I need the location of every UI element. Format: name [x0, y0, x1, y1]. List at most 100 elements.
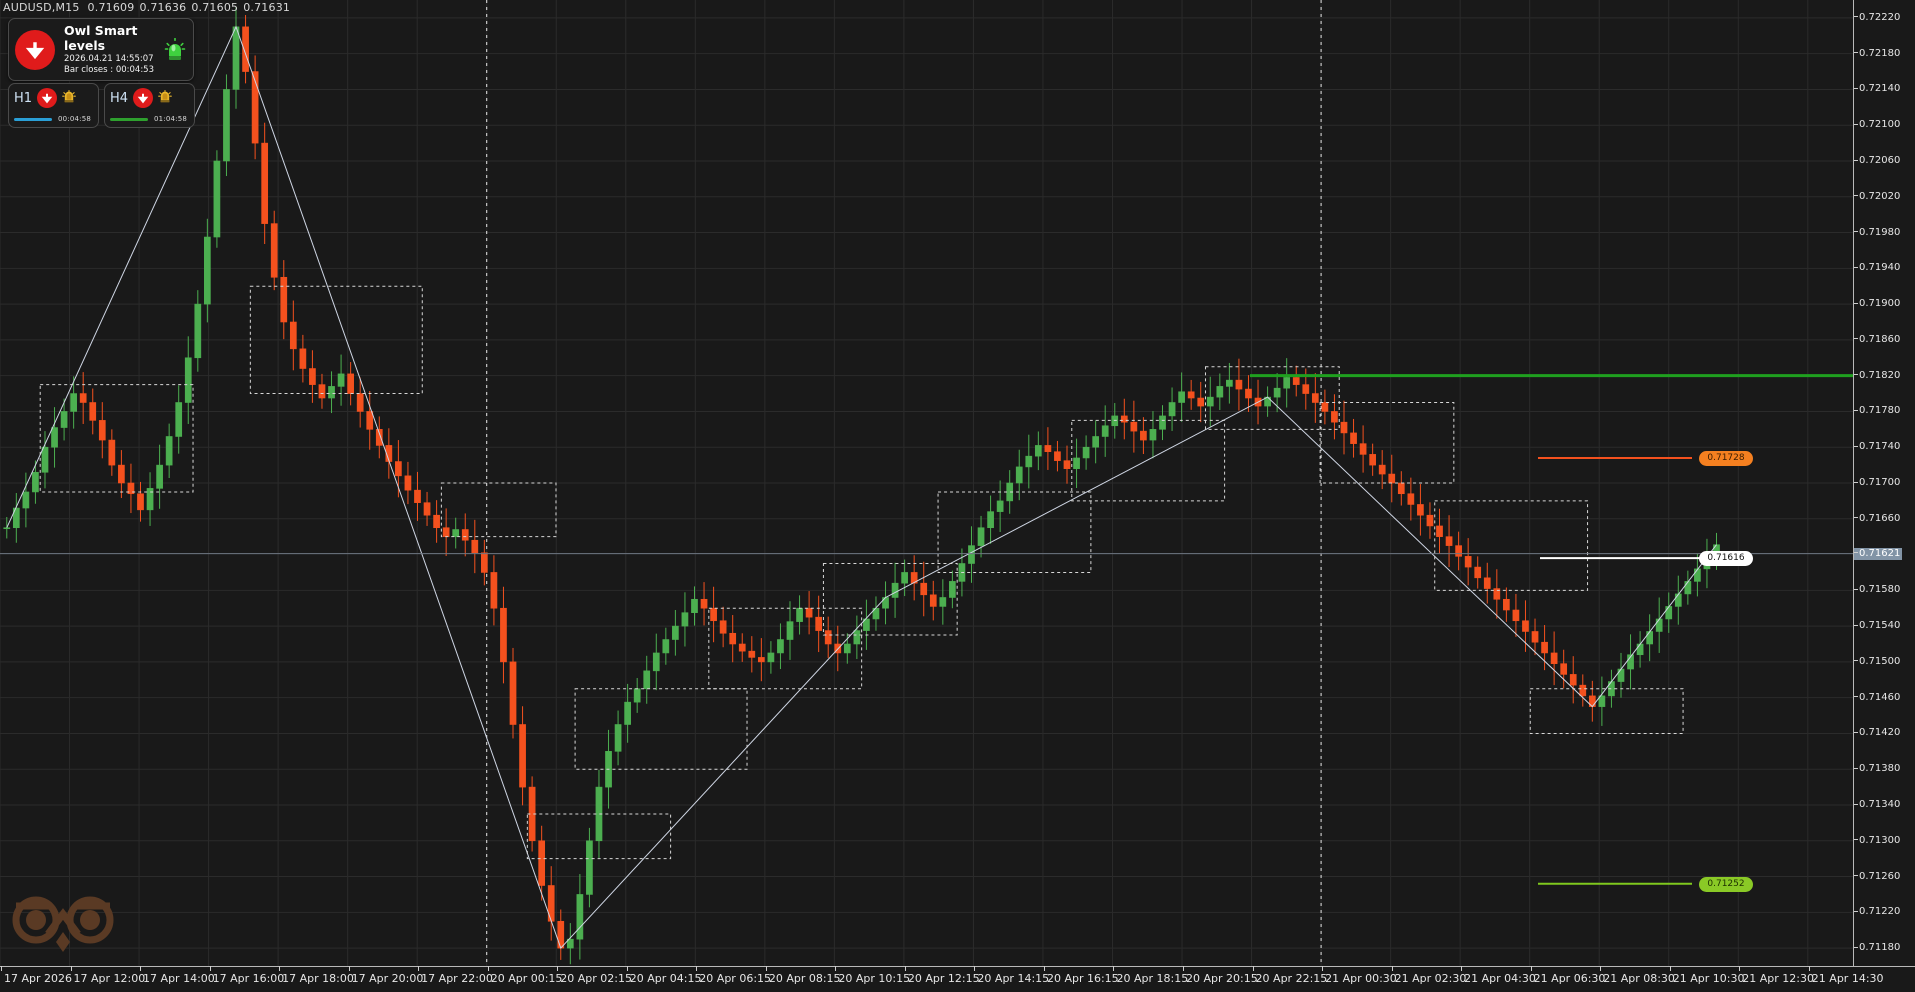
- candle-body: [1283, 377, 1291, 389]
- bell-icon[interactable]: [158, 89, 172, 107]
- candle-body: [299, 348, 307, 369]
- candle-body: [672, 625, 679, 640]
- candle-body: [1531, 631, 1539, 643]
- candle-body: [1674, 593, 1682, 607]
- candle-body: [261, 142, 269, 224]
- price-tick: 0.71300: [1854, 835, 1900, 847]
- timeframe-h4-label: H4: [110, 90, 129, 106]
- price-tick: 0.72180: [1854, 48, 1900, 60]
- candle-body: [939, 597, 947, 607]
- candle-body: [920, 582, 928, 596]
- candle-body: [184, 357, 192, 403]
- candle-body: [414, 489, 421, 503]
- candle-body: [1235, 379, 1243, 390]
- candle-body: [1140, 430, 1147, 441]
- owl-smart-levels-alert-panel[interactable]: Owl Smart levels 2026.04.21 14:55:07 Bar…: [8, 18, 194, 81]
- candle-body: [566, 938, 574, 949]
- candle-body: [1388, 473, 1396, 484]
- alert-title: Owl Smart levels: [64, 23, 138, 53]
- price-tick: 0.71180: [1854, 942, 1900, 954]
- price-tick: 0.71780: [1854, 405, 1900, 417]
- time-tick: 17 Apr 16:00: [209, 966, 285, 985]
- siren-icon[interactable]: [163, 37, 187, 62]
- candle-body: [643, 670, 651, 690]
- candle-body: [51, 427, 58, 448]
- candle-body: [280, 276, 288, 323]
- candle-body: [1445, 536, 1453, 546]
- candle-body: [165, 436, 173, 466]
- candle-body: [1159, 415, 1166, 430]
- candle-body: [433, 514, 440, 529]
- candle-body: [1369, 454, 1377, 466]
- candle-body: [777, 639, 784, 654]
- price-tick: 0.71940: [1854, 262, 1900, 274]
- candle-body: [968, 545, 975, 564]
- candle-body: [1684, 581, 1692, 595]
- price-scale[interactable]: 0.72220 0.72180 0.72140 0.72100 0.72060 0.720…: [1853, 0, 1915, 966]
- chart-plot-area[interactable]: [0, 0, 1853, 966]
- candle-body: [32, 471, 39, 493]
- candle-body: [480, 552, 488, 573]
- candle-body: [1197, 397, 1205, 407]
- current-price-pill[interactable]: 0.71616: [1699, 551, 1753, 567]
- candle-body: [41, 446, 49, 473]
- timeframe-h1-timer: 00:04:58: [58, 115, 92, 123]
- time-tick: 17 Apr 20:00: [348, 966, 424, 985]
- candle-body: [738, 643, 746, 652]
- consolidation-box: [1071, 419, 1226, 502]
- time-tick: 17 Apr 18:00: [279, 966, 354, 985]
- candle-body: [213, 160, 221, 238]
- bell-icon[interactable]: [62, 89, 76, 107]
- candle-body: [1092, 436, 1100, 448]
- timeframe-h1-progress-bar: [14, 117, 52, 121]
- candle-body: [1579, 684, 1587, 697]
- time-tick: 20 Apr 22:15: [1252, 966, 1328, 985]
- price-tick: 0.71900: [1854, 298, 1900, 310]
- price-tick: 0.72100: [1854, 119, 1900, 131]
- zigzag-trend-line: [6, 25, 1717, 950]
- price-tick: 0.71540: [1854, 620, 1900, 632]
- timeframe-h1-footer: 00:04:58: [9, 112, 98, 126]
- candle-body: [767, 652, 775, 663]
- candle-body: [108, 439, 116, 466]
- time-tick: 20 Apr 10:15: [835, 966, 911, 985]
- candle-body: [194, 303, 202, 359]
- candle-body: [719, 620, 727, 634]
- candle-body: [633, 688, 641, 703]
- candle-body: [137, 493, 144, 511]
- candle-body: [1178, 391, 1185, 403]
- time-tick: 20 Apr 00:15: [487, 966, 563, 985]
- price-tick: 0.71260: [1854, 871, 1900, 883]
- time-tick: 21 Apr 02:30: [1391, 966, 1467, 985]
- resistance-level-pill[interactable]: 0.71728: [1699, 450, 1753, 466]
- candle-body: [1101, 425, 1109, 437]
- candle-body: [586, 840, 593, 895]
- consolidation-box: [1529, 688, 1684, 734]
- timeframe-h4-row: H4: [105, 84, 194, 112]
- candle-body: [404, 475, 412, 491]
- support-level-pill[interactable]: 0.71252: [1699, 876, 1753, 892]
- candle-body: [423, 502, 431, 516]
- candle-body: [1311, 393, 1319, 403]
- candle-body: [662, 639, 670, 654]
- consolidation-box: [39, 384, 194, 493]
- owl-logo-watermark: [8, 890, 118, 956]
- candle-body: [70, 393, 77, 412]
- candle-body: [796, 607, 803, 622]
- price-tick: 0.71860: [1854, 334, 1900, 346]
- candle-body: [1302, 384, 1310, 394]
- candle-body: [490, 572, 498, 609]
- candle-body: [309, 368, 316, 385]
- symbol-ohlc-header: AUDUSD,M15 0.71609 0.71636 0.71605 0.71631: [3, 1, 295, 14]
- timeframe-card-h4[interactable]: H4: [104, 83, 195, 128]
- time-scale[interactable]: 17 Apr 2026 17 Apr 12:00 17 Apr 14:00 17 Ap…: [0, 966, 1915, 992]
- candle-body: [519, 724, 526, 788]
- price-tick: 0.71980: [1854, 227, 1900, 239]
- timeframe-card-h1[interactable]: H1: [8, 83, 99, 128]
- candle-body: [815, 616, 823, 631]
- price-tick: 0.71460: [1854, 692, 1900, 704]
- time-tick: 21 Apr 04:30: [1461, 966, 1536, 985]
- candle-body: [442, 527, 450, 537]
- candle-body: [1636, 643, 1644, 656]
- down-arrow-icon: [133, 88, 154, 108]
